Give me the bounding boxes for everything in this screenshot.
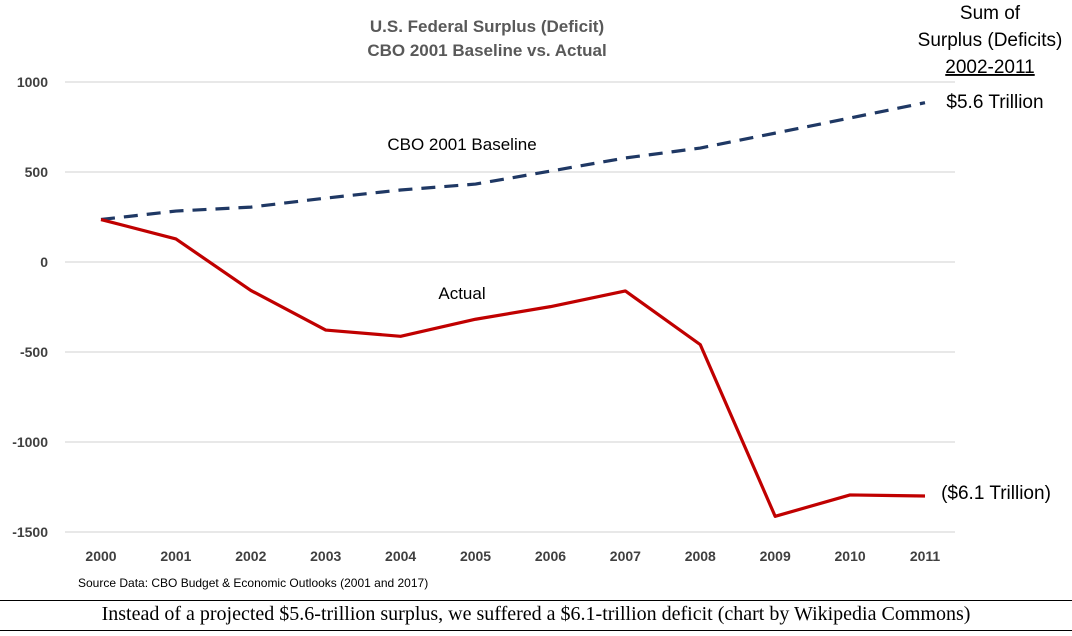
y-tick-label: -1000 — [12, 434, 48, 450]
sum-header-line1: Sum of — [960, 3, 1021, 24]
y-tick-label: 500 — [25, 164, 49, 180]
chart-subtitle: CBO 2001 Baseline vs. Actual — [367, 41, 606, 60]
x-tick-label: 2008 — [685, 548, 716, 564]
baseline-line — [100, 101, 926, 222]
x-tick-label: 2007 — [610, 548, 641, 564]
actual-line — [100, 217, 926, 518]
y-axis: 1000 500 0 -500 -1000 -1500 — [12, 74, 48, 540]
actual-sum-label: ($6.1 Trillion) — [941, 483, 1051, 504]
chart-title: U.S. Federal Surplus (Deficit) — [370, 17, 604, 36]
series-lines — [100, 101, 926, 518]
x-tick-label: 2001 — [160, 548, 191, 564]
x-tick-label: 2004 — [385, 548, 416, 564]
figure-caption: Instead of a projected $5.6-trillion sur… — [0, 600, 1072, 631]
y-tick-label: -1500 — [12, 524, 48, 540]
x-axis: 2000 2001 2002 2003 2004 2005 2006 2007 2008 2009… — [85, 548, 940, 564]
x-tick-label: 2000 — [85, 548, 116, 564]
sum-header-line2: Surplus (Deficits) — [918, 30, 1063, 51]
x-tick-label: 2002 — [235, 548, 266, 564]
baseline-sum-label: $5.6 Trillion — [946, 92, 1043, 113]
gridlines — [65, 81, 955, 533]
y-tick-label: -500 — [20, 344, 48, 360]
x-tick-label: 2003 — [310, 548, 341, 564]
x-tick-label: 2006 — [535, 548, 566, 564]
x-tick-label: 2009 — [760, 548, 791, 564]
x-tick-label: 2005 — [460, 548, 491, 564]
y-tick-label: 0 — [40, 254, 48, 270]
baseline-series-label: CBO 2001 Baseline — [387, 135, 536, 154]
actual-series-label: Actual — [438, 284, 485, 303]
y-tick-label: 1000 — [17, 74, 48, 90]
source-note: Source Data: CBO Budget & Economic Outlo… — [78, 576, 428, 590]
x-tick-label: 2011 — [910, 548, 941, 564]
sum-header-line3: 2002-2011 — [945, 57, 1034, 78]
x-tick-label: 2010 — [835, 548, 866, 564]
